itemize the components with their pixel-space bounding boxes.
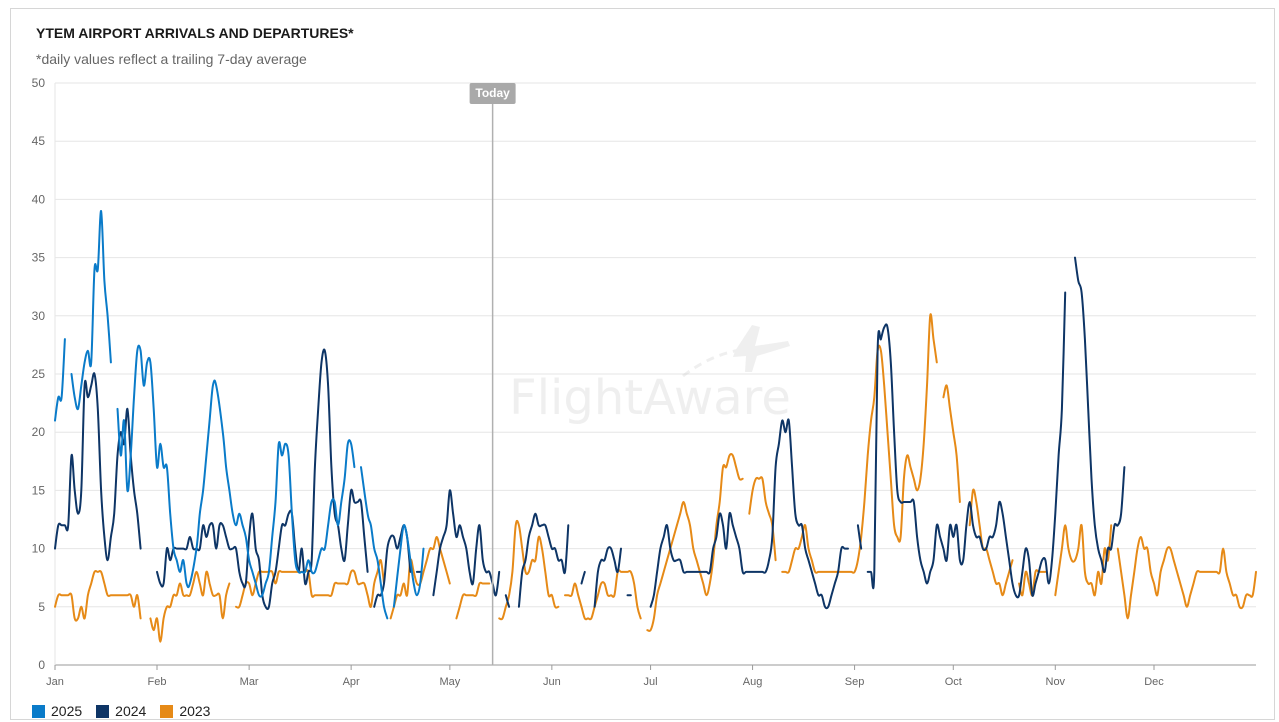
series-line-segment [1116,536,1257,620]
series-line-segment [968,488,1014,597]
y-tick-label: 25 [32,367,46,381]
legend-label: 2024 [115,703,147,719]
series-line-segment [70,209,112,411]
series-line-segment [564,569,642,621]
y-tick-label: 35 [32,251,46,265]
series-line-segment [748,476,777,562]
series-line-segment [149,570,231,643]
series-line-segment [856,524,863,550]
series-line-segment [156,348,369,611]
today-label: Today [475,86,510,100]
x-tick-label: Jan [46,676,64,688]
legend: 2025 2024 2023 [32,703,210,719]
grid-lines [54,82,1256,666]
y-tick-label: 5 [38,600,45,614]
legend-swatch [160,704,174,718]
y-tick-label: 10 [32,542,46,556]
series-line-segment [781,313,938,574]
series-line-segment [54,570,142,622]
series-line-segment [1074,256,1126,574]
legend-swatch [32,704,45,718]
y-tick-label: 40 [32,192,46,206]
y-tick-label: 30 [32,309,46,323]
watermark-flightpath [682,348,741,378]
x-tick-label: Mar [240,676,259,688]
series-line-segment [392,524,425,608]
today-badge [469,83,516,104]
series-line-segment [593,546,622,608]
y-axis: 0 5 10 15 20 25 30 35 40 45 50 [32,76,46,672]
flightaware-watermark: FlightAware [509,325,791,426]
today-marker: Today [469,83,516,665]
x-tick-label: Jul [644,676,658,688]
series-line-segment [455,581,491,620]
x-tick-label: Sep [845,676,865,688]
y-tick-label: 0 [38,658,45,672]
series-line-segment [54,372,142,562]
x-tick-label: Apr [343,676,360,688]
series-line-segment [866,291,1067,599]
watermark-text: FlightAware [509,370,791,426]
series-line-segment [580,570,586,585]
series-lines [54,209,1257,643]
series-2023 [54,313,1257,643]
series-line-segment [498,519,560,621]
x-tick-label: Jun [543,676,561,688]
x-tick-label: Oct [945,676,962,688]
legend-label: 2025 [51,703,83,719]
legend-swatch [96,704,110,718]
legend-item-2023[interactable]: 2023 [160,703,210,719]
series-2025 [54,209,425,620]
y-tick-label: 50 [32,76,46,90]
x-tick-label: Nov [1046,676,1066,688]
series-line-segment [646,453,744,632]
x-axis: Jan Feb Mar Apr May Jun Jul Aug Sep Oct Nov Dec [46,665,1164,688]
x-tick-label: Aug [743,676,763,688]
series-line-segment [116,344,356,598]
series-line-segment [517,512,570,608]
series-line-segment [1054,523,1113,597]
legend-item-2025[interactable]: 2025 [32,703,82,719]
airplane-icon [733,325,790,372]
y-tick-label: 20 [32,425,46,439]
x-tick-label: Dec [1144,676,1164,688]
chart-subtitle: *daily values reflect a trailing 7-day a… [36,51,307,67]
x-tick-label: May [439,676,460,688]
legend-label: 2023 [179,703,211,719]
series-line-segment [649,418,849,610]
chart-title: YTEM AIRPORT ARRIVALS AND DEPARTURES* [36,25,354,41]
y-tick-label: 45 [32,134,46,148]
series-line-segment [54,338,66,422]
series-line-segment [432,489,501,597]
series-line-segment [360,466,389,620]
y-tick-label: 15 [32,483,46,497]
legend-item-2024[interactable]: 2024 [96,703,146,719]
x-tick-label: Feb [148,676,167,688]
series-2024 [54,256,1126,611]
series-line-segment [942,384,961,503]
series-line-segment [504,594,511,608]
